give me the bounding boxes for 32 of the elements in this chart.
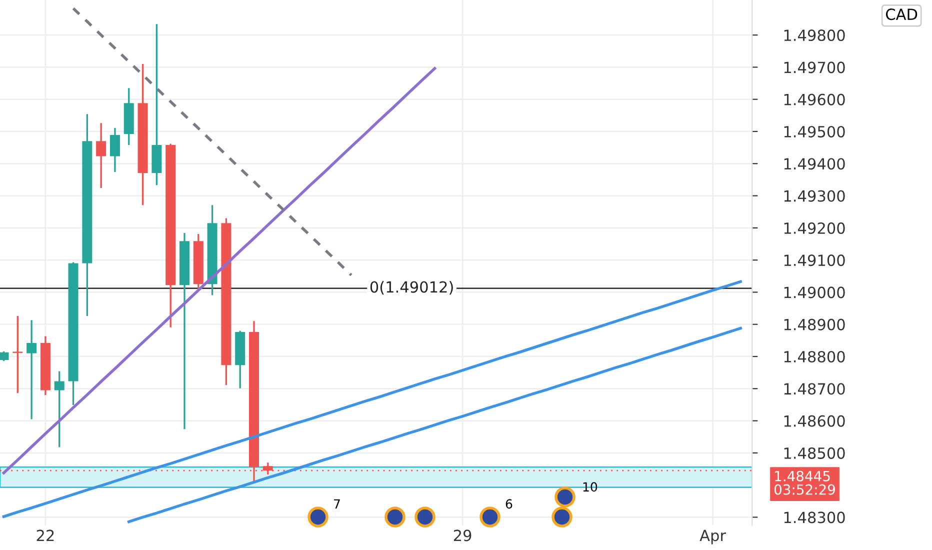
candlestick (96, 122, 106, 189)
line-series (2, 280, 742, 518)
y-tick-label: 1.49300 (784, 190, 845, 202)
candlestick (54, 370, 64, 448)
y-tick-label: 1.49000 (784, 286, 845, 298)
x-tick-label: 22 (36, 530, 54, 542)
ref-line-label: 0(1.49012) (370, 280, 453, 295)
y-tick-label: 1.48600 (784, 415, 845, 427)
y-tick-label: 1.49700 (784, 62, 845, 74)
x-tick-label: Apr (700, 530, 726, 544)
candlestick (12, 315, 23, 394)
annotation: 6 (506, 499, 512, 509)
text: 1.48445 03:52:29 (774, 470, 835, 495)
y-tick-label: 1.49800 (784, 30, 845, 42)
y-tick-label: 1.49100 (784, 254, 845, 266)
y-tick-label: 1.49200 (784, 222, 845, 234)
y-tick-label: 1.48500 (784, 447, 845, 459)
y-tick-label: 1.48800 (784, 350, 845, 363)
y-tick-label: 1.48900 (784, 318, 845, 330)
candlestick (26, 319, 37, 420)
y-tick-label: 1.48300 (784, 512, 845, 524)
candlestick (110, 127, 120, 173)
x-tick-label: 29 (454, 530, 472, 542)
y-tick-label: 1.49500 (784, 126, 845, 138)
y-tick-label: 1.48700 (784, 383, 845, 395)
line-series (72, 6, 353, 277)
y-tick-label: 1.49400 (784, 158, 845, 170)
line-series (127, 326, 742, 524)
y-tick-label: 1.49600 (784, 94, 845, 106)
annotation: 7 (334, 499, 340, 508)
candlestick (0, 350, 9, 362)
text: CAD (886, 8, 918, 20)
